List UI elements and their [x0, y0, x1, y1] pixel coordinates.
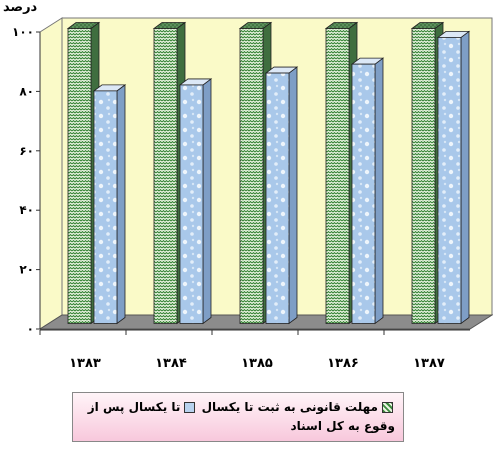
y-tick-label: ۴۰: [19, 203, 34, 217]
y-axis-unit-label: درصد: [3, 0, 38, 15]
y-tick-label: ۰: [27, 322, 34, 336]
bar-series-1: [411, 28, 436, 324]
legend-label-series-2: تا یکسال پس از وقوع به کل اسناد: [87, 400, 395, 433]
bar-series-2: [93, 90, 118, 324]
y-tick-label: ۶۰: [19, 144, 34, 158]
bar-side-face: [460, 30, 470, 325]
chart-side-wall: [39, 17, 63, 330]
bar-series-2: [437, 37, 462, 324]
bar-series-2: [265, 72, 290, 324]
x-tick-label: ۱۳۸۴: [155, 356, 187, 371]
x-tick-label: ۱۳۸۷: [413, 356, 445, 371]
bar-series-1: [325, 28, 350, 324]
bar-side-face: [288, 66, 298, 325]
legend-label-series-1: مهلت قانونی به ثبت تا یکسال: [201, 400, 378, 414]
bar-side-face: [374, 57, 384, 325]
bar-series-1: [239, 28, 264, 324]
legend-item-series-1: مهلت قانونی به ثبت تا یکسال: [197, 400, 395, 414]
legend-swatch-blue: [184, 402, 196, 413]
bar-side-face: [116, 84, 126, 325]
legend-item-series-2: تا یکسال پس از وقوع به کل اسناد: [88, 400, 395, 433]
bar-series-2: [351, 63, 376, 324]
bar-series-1: [153, 28, 178, 324]
x-tick-label: ۱۳۸۵: [241, 356, 273, 371]
y-tick-label: ۲۰: [19, 263, 34, 277]
bar-series-2: [179, 84, 204, 324]
chart-legend: مهلت قانونی به ثبت تا یکسال تا یکسال پس …: [72, 392, 404, 442]
legend-swatch-green: [382, 402, 393, 413]
x-tick-label: ۱۳۸۶: [327, 356, 359, 371]
y-tick-label: ۱۰۰: [12, 25, 34, 39]
y-tick-label: ۸۰: [19, 84, 34, 98]
x-tick-label: ۱۳۸۳: [69, 356, 101, 371]
bar-side-face: [202, 78, 212, 325]
bar-series-1: [67, 28, 92, 324]
